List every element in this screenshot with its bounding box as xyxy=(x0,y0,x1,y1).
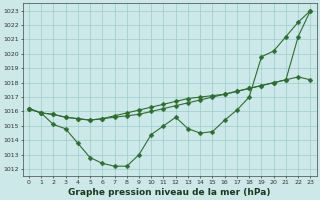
X-axis label: Graphe pression niveau de la mer (hPa): Graphe pression niveau de la mer (hPa) xyxy=(68,188,271,197)
